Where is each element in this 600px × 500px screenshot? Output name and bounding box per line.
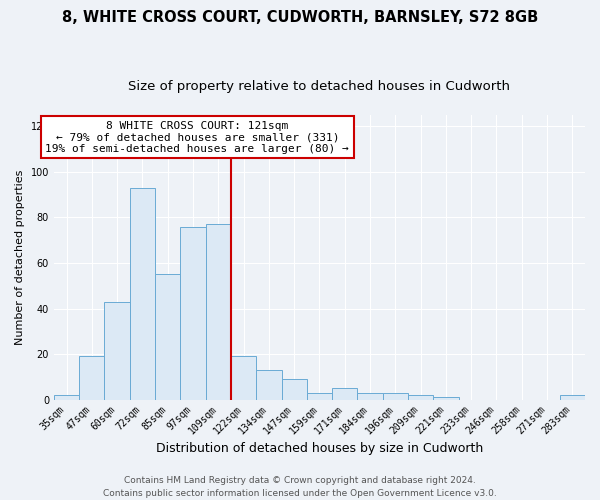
- Text: 8, WHITE CROSS COURT, CUDWORTH, BARNSLEY, S72 8GB: 8, WHITE CROSS COURT, CUDWORTH, BARNSLEY…: [62, 10, 538, 25]
- Bar: [231, 356, 256, 400]
- Bar: [256, 370, 281, 400]
- Bar: [358, 393, 383, 400]
- Bar: [307, 393, 332, 400]
- Bar: [560, 395, 585, 400]
- Title: Size of property relative to detached houses in Cudworth: Size of property relative to detached ho…: [128, 80, 511, 93]
- Bar: [130, 188, 155, 400]
- Bar: [181, 226, 206, 400]
- Bar: [79, 356, 104, 400]
- Bar: [155, 274, 181, 400]
- Y-axis label: Number of detached properties: Number of detached properties: [15, 170, 25, 345]
- Text: Contains HM Land Registry data © Crown copyright and database right 2024.
Contai: Contains HM Land Registry data © Crown c…: [103, 476, 497, 498]
- Bar: [433, 398, 458, 400]
- Bar: [104, 302, 130, 400]
- X-axis label: Distribution of detached houses by size in Cudworth: Distribution of detached houses by size …: [156, 442, 483, 455]
- Bar: [332, 388, 358, 400]
- Bar: [54, 395, 79, 400]
- Bar: [206, 224, 231, 400]
- Bar: [408, 395, 433, 400]
- Bar: [383, 393, 408, 400]
- Bar: [281, 379, 307, 400]
- Text: 8 WHITE CROSS COURT: 121sqm
← 79% of detached houses are smaller (331)
19% of se: 8 WHITE CROSS COURT: 121sqm ← 79% of det…: [46, 120, 349, 154]
